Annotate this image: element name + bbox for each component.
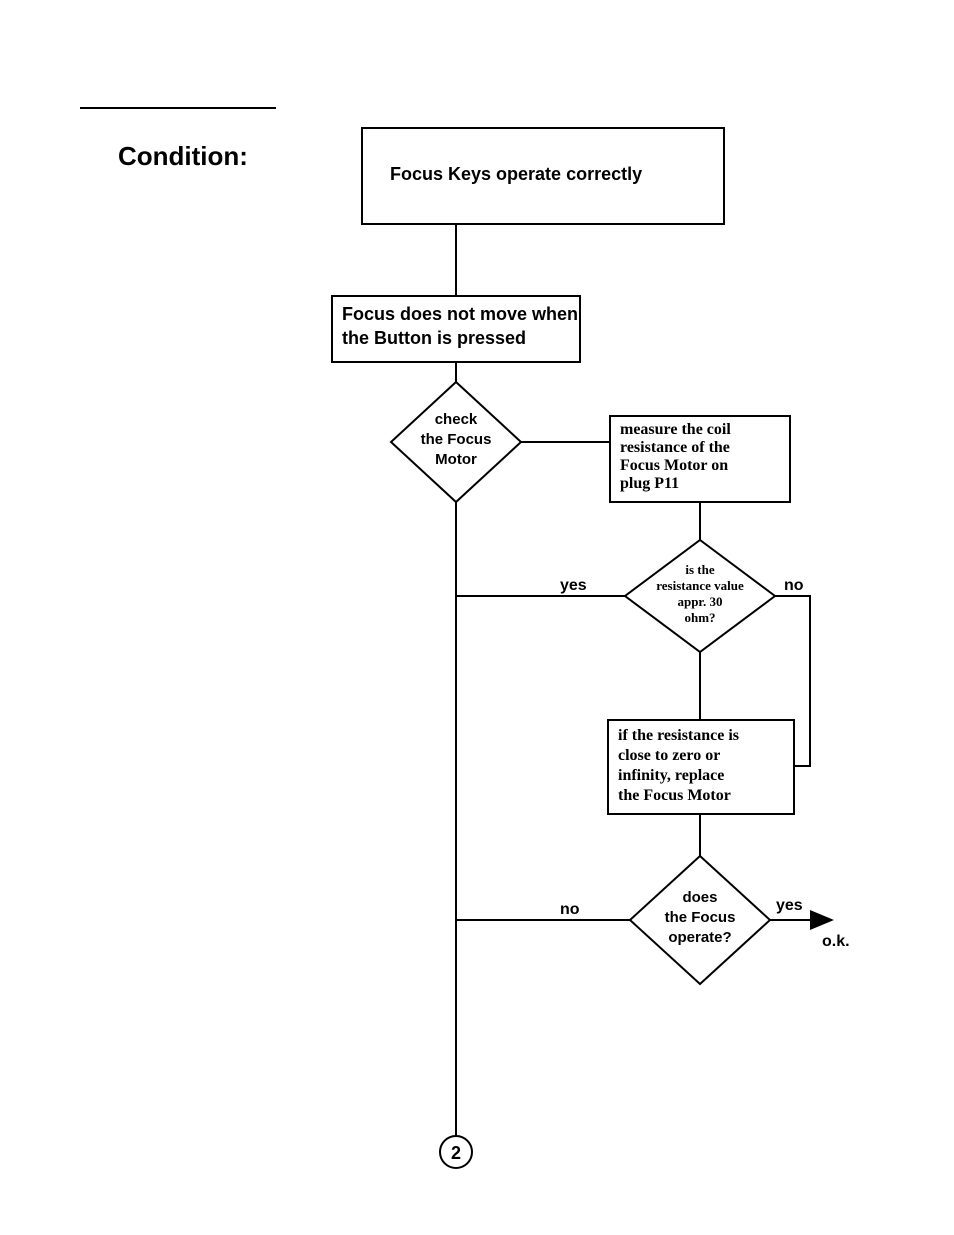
n_focus_operate-text: operate?	[668, 929, 731, 946]
n_resistance_q: is theresistance valueappr. 30ohm?	[625, 540, 775, 652]
n_check_motor-text: check	[435, 411, 478, 428]
n_focus_operate: does the Focus operate?	[630, 856, 770, 984]
n_replace: if the resistance is close to zero or infi…	[608, 720, 794, 814]
n_resistance_q-text: is the	[685, 562, 714, 577]
n_connector: 2	[440, 1136, 472, 1168]
n_condition-text: Focus Keys operate correctly	[390, 164, 642, 184]
n_replace-text: infinity, replace	[618, 767, 724, 784]
n_connector-text: 2	[451, 1143, 461, 1163]
n_measure-text: measure the coil	[620, 421, 731, 438]
n_symptom: Focus does not move when the Button is pr…	[332, 296, 580, 362]
n_resistance_q-text: appr. 30	[677, 594, 722, 609]
n_condition: Focus Keys operate correctly	[362, 128, 724, 224]
n_check_motor: check the Focus Motor	[391, 382, 521, 502]
n_measure-text: plug P11	[620, 475, 679, 492]
n_symptom-text: the Button is pressed	[342, 328, 526, 348]
n_symptom-text: Focus does not move when	[342, 304, 578, 324]
edge-label-2: no	[560, 901, 580, 918]
n_resistance_q-text: ohm?	[684, 610, 715, 625]
edge-label-0: yes	[560, 577, 587, 594]
edge-label-1: no	[784, 577, 804, 594]
edge-label-4: o.k.	[822, 933, 850, 950]
n_measure-text: Focus Motor on	[620, 457, 728, 474]
edge-label-3: yes	[776, 897, 803, 914]
n_replace-text: close to zero or	[618, 747, 720, 764]
n_focus_operate-text: the Focus	[665, 909, 736, 926]
n_check_motor-text: the Focus	[421, 431, 492, 448]
n_resistance_q-text: resistance value	[656, 578, 744, 593]
n_replace-text: if the resistance is	[618, 727, 739, 744]
n_measure-text: resistance of the	[620, 439, 730, 456]
n_measure: measure the coilresistance of theFocus M…	[610, 416, 790, 502]
n_replace-text: the Focus Motor	[618, 787, 731, 804]
n_check_motor-text: Motor	[435, 451, 477, 468]
condition-title: Condition:	[118, 141, 248, 171]
flowchart-canvas: Condition: Focus Keys operate correctly Fo…	[0, 0, 954, 1235]
n_focus_operate-text: does	[682, 889, 717, 906]
